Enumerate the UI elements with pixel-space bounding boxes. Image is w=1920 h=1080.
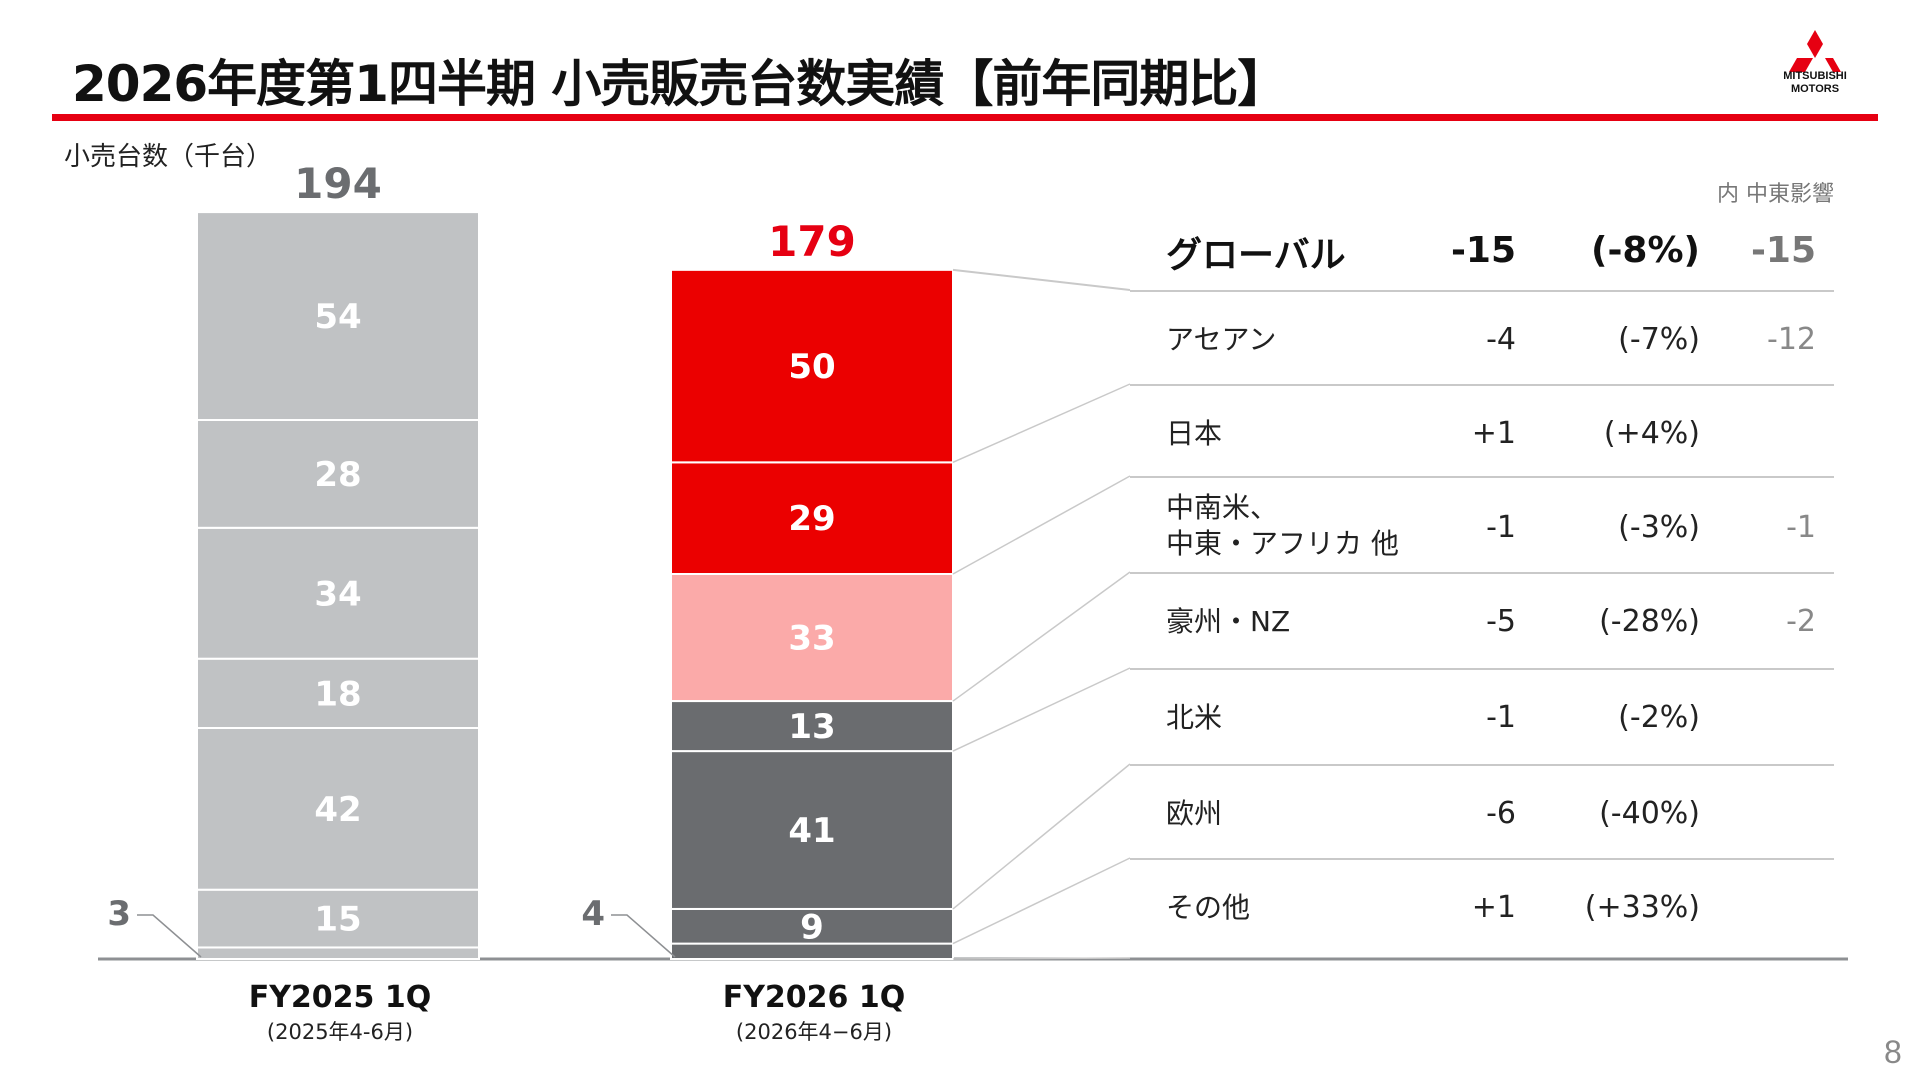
bar-value-label-1-4: 33 xyxy=(788,619,835,659)
table-rule-2 xyxy=(1130,476,1834,478)
bar-value-label-1-2: 41 xyxy=(788,811,835,851)
table-row-label-oceania: 豪州・NZ xyxy=(1166,605,1291,638)
bar-value-label-small-0: 3 xyxy=(107,894,131,934)
bar-total-label-0: 194 xyxy=(294,159,382,208)
bar-value-label-1-5: 29 xyxy=(788,499,835,539)
table-row-diff-japan: +1 xyxy=(1471,416,1516,451)
table-row-label-japan: 日本 xyxy=(1166,417,1223,450)
connector-line-2 xyxy=(952,475,1131,575)
bar-value-label-0-4: 34 xyxy=(314,574,361,614)
bar-segment-1-2 xyxy=(670,750,954,910)
connector-line-4 xyxy=(952,667,1131,752)
mideast-note: 内 中東影響 xyxy=(1717,182,1834,207)
category-sublabel-fy2026: (2026年4−6月) xyxy=(735,1020,893,1044)
bar-value-label-1-6: 50 xyxy=(788,347,835,387)
bar-value-leader-0 xyxy=(137,914,202,958)
bar-value-label-0-2: 42 xyxy=(314,790,361,830)
page-title: 2026年度第1四半期 小売販売台数実績【前年同期比】 xyxy=(72,55,1287,113)
table-row-pct-asean: (-7%) xyxy=(1618,322,1700,357)
bar-total-label-1: 179 xyxy=(768,217,856,266)
bar-value-label-small-1: 4 xyxy=(581,894,605,934)
table-row-pct-japan: (+4%) xyxy=(1603,416,1700,451)
table-rule-0 xyxy=(1130,290,1834,292)
bar-value-label-0-1: 15 xyxy=(314,900,361,940)
table-row-label-europe: 欧州 xyxy=(1166,797,1223,830)
bar-value-label-0-6: 54 xyxy=(314,297,361,337)
table-row-diff-asean: -4 xyxy=(1486,322,1516,357)
bar-value-label-0-5: 28 xyxy=(314,455,361,495)
table-header-mideast: -15 xyxy=(1750,230,1816,271)
table-row-pct-na: (-2%) xyxy=(1618,700,1700,735)
table-row-pct-other: (+33%) xyxy=(1584,890,1700,925)
table-row-diff-other: +1 xyxy=(1471,890,1516,925)
table-rule-3 xyxy=(1130,572,1834,574)
category-label-fy2026: FY2026 1Q xyxy=(722,980,906,1015)
bar-value-label-0-3: 18 xyxy=(314,674,361,714)
table-row-label-asean: アセアン xyxy=(1166,323,1277,356)
logo-text-line2: MOTORS xyxy=(1790,83,1840,95)
mitsubishi-logo-icon xyxy=(1789,30,1841,72)
bar-segment-0-5 xyxy=(196,419,480,529)
table-row-diff-latam: -1 xyxy=(1486,510,1516,545)
bar-segment-0-0 xyxy=(196,946,480,961)
table-row-diff-oceania: -5 xyxy=(1486,604,1516,639)
bar-value-leader-1 xyxy=(611,914,676,958)
logo-text-line1: MITSUBISHI xyxy=(1783,70,1847,82)
table-header-pct: (-8%) xyxy=(1591,230,1700,271)
table-rule-5 xyxy=(1130,764,1834,766)
connector-line-3 xyxy=(952,571,1131,702)
bar-segment-0-6 xyxy=(196,211,480,421)
logo-text: MITSUBISHI MOTORS xyxy=(1768,70,1862,96)
bar-segment-1-4 xyxy=(670,573,954,703)
table-row-label-latam: 中南米、 中東・アフリカ 他 xyxy=(1166,490,1399,562)
table-row-pct-europe: (-40%) xyxy=(1599,796,1700,831)
bar-segment-1-6 xyxy=(670,268,954,464)
table-row-mideast-oceania: -2 xyxy=(1786,604,1816,639)
bar-segment-1-5 xyxy=(670,461,954,576)
bar-value-label-1-3: 13 xyxy=(788,707,835,747)
bar-segment-1-1 xyxy=(670,907,954,945)
table-row-label-latam-line2: 中東・アフリカ 他 xyxy=(1166,527,1399,560)
table-rule-4 xyxy=(1130,668,1834,670)
table-row-mideast-asean: -12 xyxy=(1767,322,1816,357)
category-label-fy2025: FY2025 1Q xyxy=(248,980,432,1015)
table-row-diff-europe: -6 xyxy=(1486,796,1516,831)
table-row-pct-oceania: (-28%) xyxy=(1599,604,1700,639)
table-header-global: グローバル xyxy=(1166,235,1346,276)
connector-line-7 xyxy=(952,957,1131,960)
table-rule-6 xyxy=(1130,858,1834,860)
bar-segment-0-2 xyxy=(196,727,480,891)
table-rule-1 xyxy=(1130,384,1834,386)
category-sublabel-fy2025: (2025年4-6月) xyxy=(266,1020,414,1044)
bar-value-label-1-1: 9 xyxy=(800,907,824,947)
unit-label: 小売台数（千台） xyxy=(64,142,273,172)
table-row-mideast-latam: -1 xyxy=(1786,510,1816,545)
page-number: 8 xyxy=(1884,1034,1902,1070)
connector-line-1 xyxy=(952,383,1131,464)
connector-line-5 xyxy=(952,763,1131,910)
table-row-label-other: その他 xyxy=(1166,891,1251,924)
table-header-diff: -15 xyxy=(1450,230,1516,271)
connector-line-6 xyxy=(952,857,1131,945)
table-row-pct-latam: (-3%) xyxy=(1618,510,1700,545)
table-row-label-latam-line1: 中南米、 xyxy=(1166,491,1279,524)
bar-segment-0-4 xyxy=(196,526,480,660)
table-row-diff-na: -1 xyxy=(1486,700,1516,735)
title-underline xyxy=(52,114,1878,121)
table-row-label-na: 北米 xyxy=(1166,701,1223,734)
connector-line-0 xyxy=(952,268,1131,291)
